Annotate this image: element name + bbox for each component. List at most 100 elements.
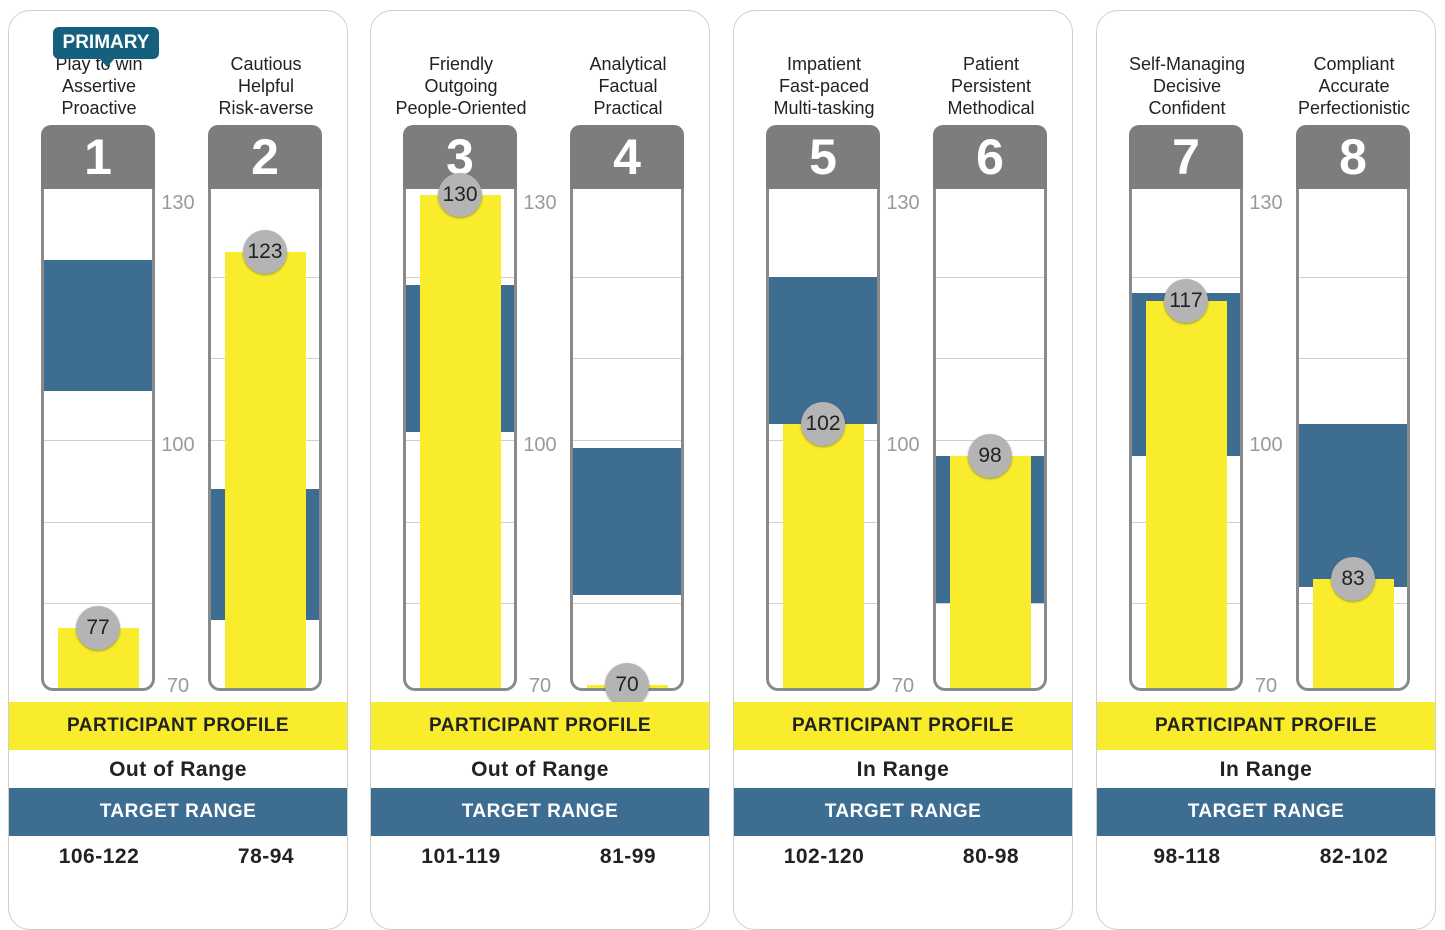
trait-label: Practical <box>593 98 663 118</box>
trait-label: Risk-averse <box>218 98 314 118</box>
trait-label: Play to win <box>55 54 143 74</box>
participant-bar <box>1146 301 1227 688</box>
trait-label: People-Oriented <box>395 98 527 118</box>
axis-tick-label: 70 <box>891 675 915 697</box>
target-range-header: TARGET RANGE <box>734 788 1072 836</box>
gauge-3: 3 130 <box>403 125 517 691</box>
participant-profile-header: PARTICIPANT PROFILE <box>734 702 1072 750</box>
trait-label: Cautious <box>230 54 302 74</box>
axis-tick-label: 100 <box>1249 434 1283 456</box>
target-range-band <box>44 260 152 391</box>
trait-label: Proactive <box>61 98 137 118</box>
profile-panel: Play to win Assertive Proactive 1 77 106-122 P… <box>8 10 348 930</box>
value-bubble: 70 <box>605 663 649 707</box>
gauge-number: 5 <box>766 125 880 189</box>
profile-status: In Range <box>856 758 950 781</box>
gauge-number: 8 <box>1296 125 1410 189</box>
primary-badge-pointer <box>99 58 115 67</box>
axis-tick-label: 100 <box>523 434 557 456</box>
trait-label: Multi-tasking <box>773 98 875 118</box>
gridline <box>573 603 681 605</box>
participant-profile-header: PARTICIPANT PROFILE <box>1097 702 1435 750</box>
gridline <box>44 440 152 441</box>
gauge-5: 5 102 <box>766 125 880 691</box>
trait-label: Helpful <box>237 76 295 96</box>
gauge-body <box>766 189 880 691</box>
participant-profile-header: PARTICIPANT PROFILE <box>9 702 347 750</box>
gauge-8: 8 83 <box>1296 125 1410 691</box>
trait-label: Assertive <box>61 76 137 96</box>
target-range-value: 98-118 <box>1153 845 1221 868</box>
axis-tick-label: 100 <box>161 434 195 456</box>
gauge-body <box>570 189 684 691</box>
target-range-value: 78-94 <box>237 845 295 868</box>
trait-label: Impatient <box>786 54 862 74</box>
profile-panel: Impatient Fast-paced Multi-tasking 5 102 102-… <box>733 10 1073 930</box>
axis-tick-label: 70 <box>1254 675 1278 697</box>
trait-label: Patient <box>962 54 1020 74</box>
target-range-value: 106-122 <box>58 845 140 868</box>
target-range-band <box>769 276 877 424</box>
value-bubble: 117 <box>1164 279 1208 324</box>
trait-label: Perfectionistic <box>1297 98 1411 118</box>
profile-status: Out of Range <box>109 758 247 781</box>
value-bubble: 123 <box>243 230 287 275</box>
target-range-header: TARGET RANGE <box>371 788 709 836</box>
trait-labels: Self-Managing Decisive Confident <box>1102 53 1272 119</box>
profile-panel: Self-Managing Decisive Confident 7 117 98-118… <box>1096 10 1436 930</box>
trait-label: Outgoing <box>424 76 498 96</box>
gauge-body <box>41 189 155 691</box>
gridline <box>936 358 1044 360</box>
gridline <box>573 276 681 278</box>
trait-labels: Patient Persistent Methodical <box>906 53 1072 119</box>
gridline <box>1132 276 1240 278</box>
profile-status: In Range <box>1219 758 1313 781</box>
trait-labels: Analytical Factual Practical <box>543 53 709 119</box>
gauge-number: 6 <box>933 125 1047 189</box>
trait-label: Accurate <box>1318 76 1390 96</box>
trait-labels: Cautious Helpful Risk-averse <box>181 53 347 119</box>
trait-labels: Play to win Assertive Proactive <box>14 53 184 119</box>
participant-bar <box>783 423 864 688</box>
target-range-value: 82-102 <box>1319 845 1389 868</box>
axis-tick-label: 70 <box>166 675 190 697</box>
target-range-header: TARGET RANGE <box>9 788 347 836</box>
gauge-7: 7 117 <box>1129 125 1243 691</box>
value-bubble: 130 <box>438 173 482 217</box>
gauge-4: 4 70 <box>570 125 684 707</box>
trait-label: Persistent <box>950 76 1032 96</box>
value-bubble: 77 <box>76 605 120 650</box>
trait-label: Self-Managing <box>1128 54 1246 74</box>
gauge-6: 6 98 <box>933 125 1047 691</box>
axis-tick-label: 130 <box>523 192 557 214</box>
axis-tick-label: 130 <box>886 192 920 214</box>
trait-label: Methodical <box>947 98 1035 118</box>
gauge-1: 1 77 <box>41 125 155 691</box>
participant-bar <box>225 252 306 688</box>
gridline <box>44 521 152 523</box>
gauge-2: 2 123 <box>208 125 322 691</box>
trait-label: Friendly <box>428 54 494 74</box>
axis-tick-label: 130 <box>161 192 195 214</box>
trait-labels: Compliant Accurate Perfectionistic <box>1269 53 1435 119</box>
gridline <box>44 603 152 605</box>
trait-label: Fast-paced <box>778 76 870 96</box>
gridline <box>1299 358 1407 360</box>
gauge-number: 7 <box>1129 125 1243 189</box>
target-range-value: 102-120 <box>783 845 865 868</box>
gauge-number: 1 <box>41 125 155 189</box>
gridline <box>573 440 681 441</box>
trait-label: Factual <box>598 76 658 96</box>
trait-label: Analytical <box>589 54 667 74</box>
value-bubble: 83 <box>1331 556 1375 601</box>
gauge-number: 4 <box>570 125 684 189</box>
participant-profile-header: PARTICIPANT PROFILE <box>371 702 709 750</box>
gridline <box>573 358 681 360</box>
target-range-value: 101-119 <box>421 845 501 868</box>
gauge-body <box>403 189 517 691</box>
profile-panel: Friendly Outgoing People-Oriented 3 130 101-1… <box>370 10 710 930</box>
target-range-value: 81-99 <box>599 845 657 868</box>
target-range-value: 80-98 <box>962 845 1020 868</box>
participant-bar <box>950 456 1031 688</box>
trait-labels: Impatient Fast-paced Multi-tasking <box>739 53 909 119</box>
